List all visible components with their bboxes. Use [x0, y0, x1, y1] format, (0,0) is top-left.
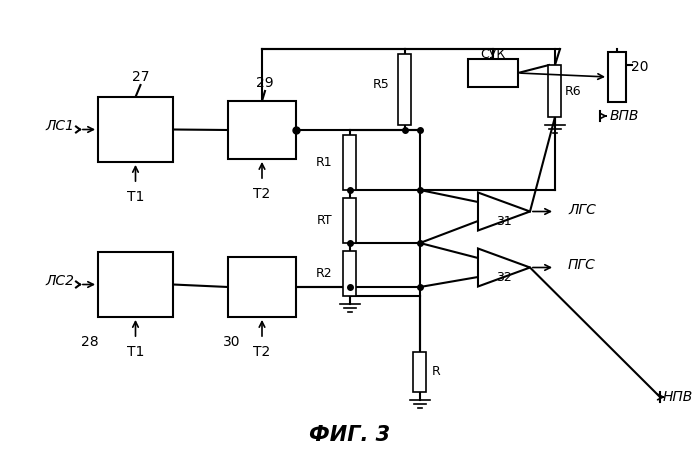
Text: 27: 27 [132, 70, 149, 84]
Text: R2: R2 [316, 267, 332, 280]
Text: 28: 28 [81, 335, 99, 349]
Bar [228, 257, 296, 317]
Text: 32: 32 [496, 271, 512, 284]
Bar [468, 59, 518, 87]
Bar [344, 135, 356, 190]
Text: RT: RT [316, 214, 332, 227]
Text: ФИГ. 3: ФИГ. 3 [309, 425, 391, 445]
Text: Т2: Т2 [253, 345, 271, 359]
Bar [549, 65, 561, 117]
Text: НПВ: НПВ [663, 390, 693, 404]
Text: ЛГС: ЛГС [568, 203, 596, 217]
Bar [344, 251, 356, 296]
Text: R6: R6 [565, 85, 582, 98]
Text: 30: 30 [223, 335, 241, 349]
Bar [398, 54, 412, 125]
Polygon shape [478, 192, 530, 231]
Text: R1: R1 [316, 156, 332, 169]
Text: 20: 20 [631, 60, 648, 74]
Text: R5: R5 [373, 78, 390, 91]
Bar [98, 97, 173, 162]
Text: ЛС1: ЛС1 [46, 119, 74, 133]
Bar [228, 101, 296, 159]
Text: Т2: Т2 [253, 187, 271, 201]
Text: ВПВ: ВПВ [610, 109, 639, 123]
Text: СУК: СУК [480, 48, 505, 61]
Text: 29: 29 [256, 76, 274, 90]
Text: ПГС: ПГС [568, 259, 596, 273]
Bar [608, 52, 626, 102]
Bar [98, 252, 173, 317]
Polygon shape [478, 248, 530, 286]
Text: R: R [432, 366, 441, 378]
Text: Т1: Т1 [127, 190, 144, 204]
Text: ЛС2: ЛС2 [46, 274, 74, 288]
Bar [344, 198, 356, 243]
Bar [414, 352, 426, 392]
Text: Т1: Т1 [127, 345, 144, 359]
Text: 31: 31 [496, 215, 512, 228]
